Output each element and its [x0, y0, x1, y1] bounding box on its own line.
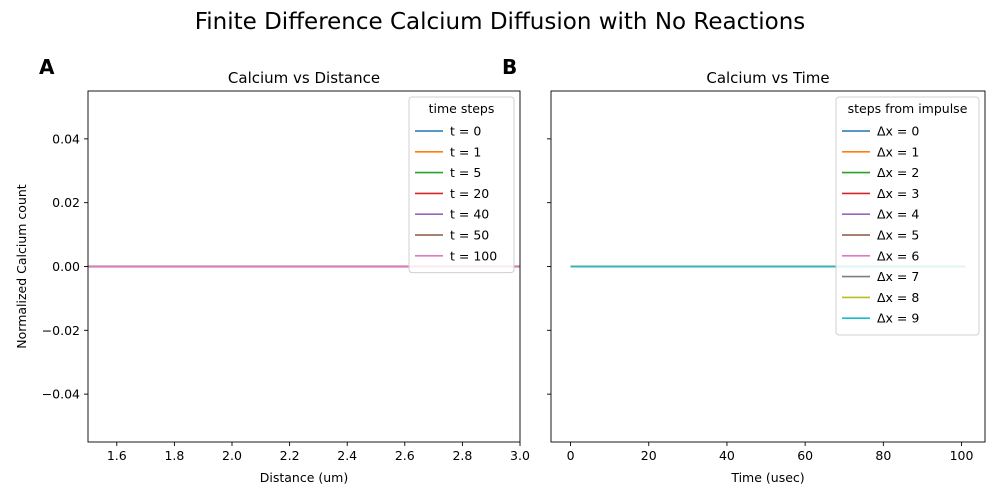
x-tick-label: 2.0 — [222, 448, 242, 463]
legend-entry: t = 50 — [450, 228, 489, 243]
legend-box — [408, 96, 515, 274]
legend-entry: Δx = 4 — [877, 207, 919, 222]
legend-entry: Δx = 9 — [877, 311, 919, 326]
x-tick-label: 1.6 — [107, 448, 127, 463]
legend-entry: Δx = 5 — [877, 228, 919, 243]
x-tick-label: 60 — [797, 448, 813, 463]
x-tick-label: 100 — [950, 448, 974, 463]
x-tick-label: 3.0 — [510, 448, 530, 463]
y-tick-label: 0.04 — [52, 131, 80, 146]
legend: time steps t = 0 t = 1 t = 5 t = 20 t = 40 t =… — [408, 96, 515, 274]
legend-entry: Δx = 3 — [877, 186, 919, 201]
x-tick-label: 2.2 — [280, 448, 300, 463]
legend: steps from impulse Δx = 0 Δx = 1 Δx = 2 Δx =… — [835, 96, 980, 336]
panel-a: 1.6 1.8 2.0 2.2 2.4 2.6 2.8 3.0 −0.04 −0.02 0.00 0.… — [14, 55, 530, 485]
y-tick-label: 0.00 — [52, 259, 80, 274]
x-axis-label: Time (usec) — [730, 470, 804, 485]
x-tick-label: 2.6 — [395, 448, 415, 463]
legend-entry: t = 20 — [450, 186, 489, 201]
panels: 1.6 1.8 2.0 2.2 2.4 2.6 2.8 3.0 −0.04 −0.02 0.00 0.… — [14, 55, 986, 485]
legend-entry: Δx = 7 — [877, 269, 919, 284]
y-axis-label: Normalized Calcium count — [14, 184, 29, 349]
y-tick-label: 0.02 — [52, 195, 80, 210]
x-tick-label: 2.8 — [452, 448, 472, 463]
legend-entry: t = 1 — [450, 144, 481, 159]
x-tick-label: 1.8 — [164, 448, 184, 463]
legend-entry: Δx = 8 — [877, 290, 919, 305]
x-tick-label: 0 — [567, 448, 575, 463]
figure-title: Finite Difference Calcium Diffusion with… — [195, 9, 806, 35]
panel-label: B — [502, 55, 517, 79]
x-tick-label: 80 — [875, 448, 891, 463]
legend-entry: t = 40 — [450, 207, 489, 222]
legend-title: time steps — [429, 101, 495, 116]
x-tick-label: 2.4 — [337, 448, 357, 463]
legend-entry: Δx = 0 — [877, 124, 919, 139]
panel-label: A — [39, 55, 55, 79]
x-tick-label: 40 — [719, 448, 735, 463]
y-tick-label: −0.02 — [42, 323, 80, 338]
x-axis-label: Distance (um) — [260, 470, 348, 485]
legend-entry: t = 100 — [450, 248, 497, 263]
legend-entry: Δx = 1 — [877, 144, 919, 159]
legend-entry: Δx = 6 — [877, 248, 919, 263]
axes-title: Calcium vs Time — [706, 69, 829, 87]
axes-title: Calcium vs Distance — [228, 69, 380, 87]
legend-entry: t = 0 — [450, 124, 481, 139]
y-tick-label: −0.04 — [42, 387, 80, 402]
legend-entry: Δx = 2 — [877, 165, 919, 180]
x-tick-label: 20 — [641, 448, 657, 463]
legend-box — [835, 96, 980, 336]
legend-title: steps from impulse — [848, 101, 968, 116]
panel-b: 0 20 40 60 80 100 Calcium vs Time B Time (usec) s… — [502, 55, 986, 485]
legend-entry: t = 5 — [450, 165, 481, 180]
